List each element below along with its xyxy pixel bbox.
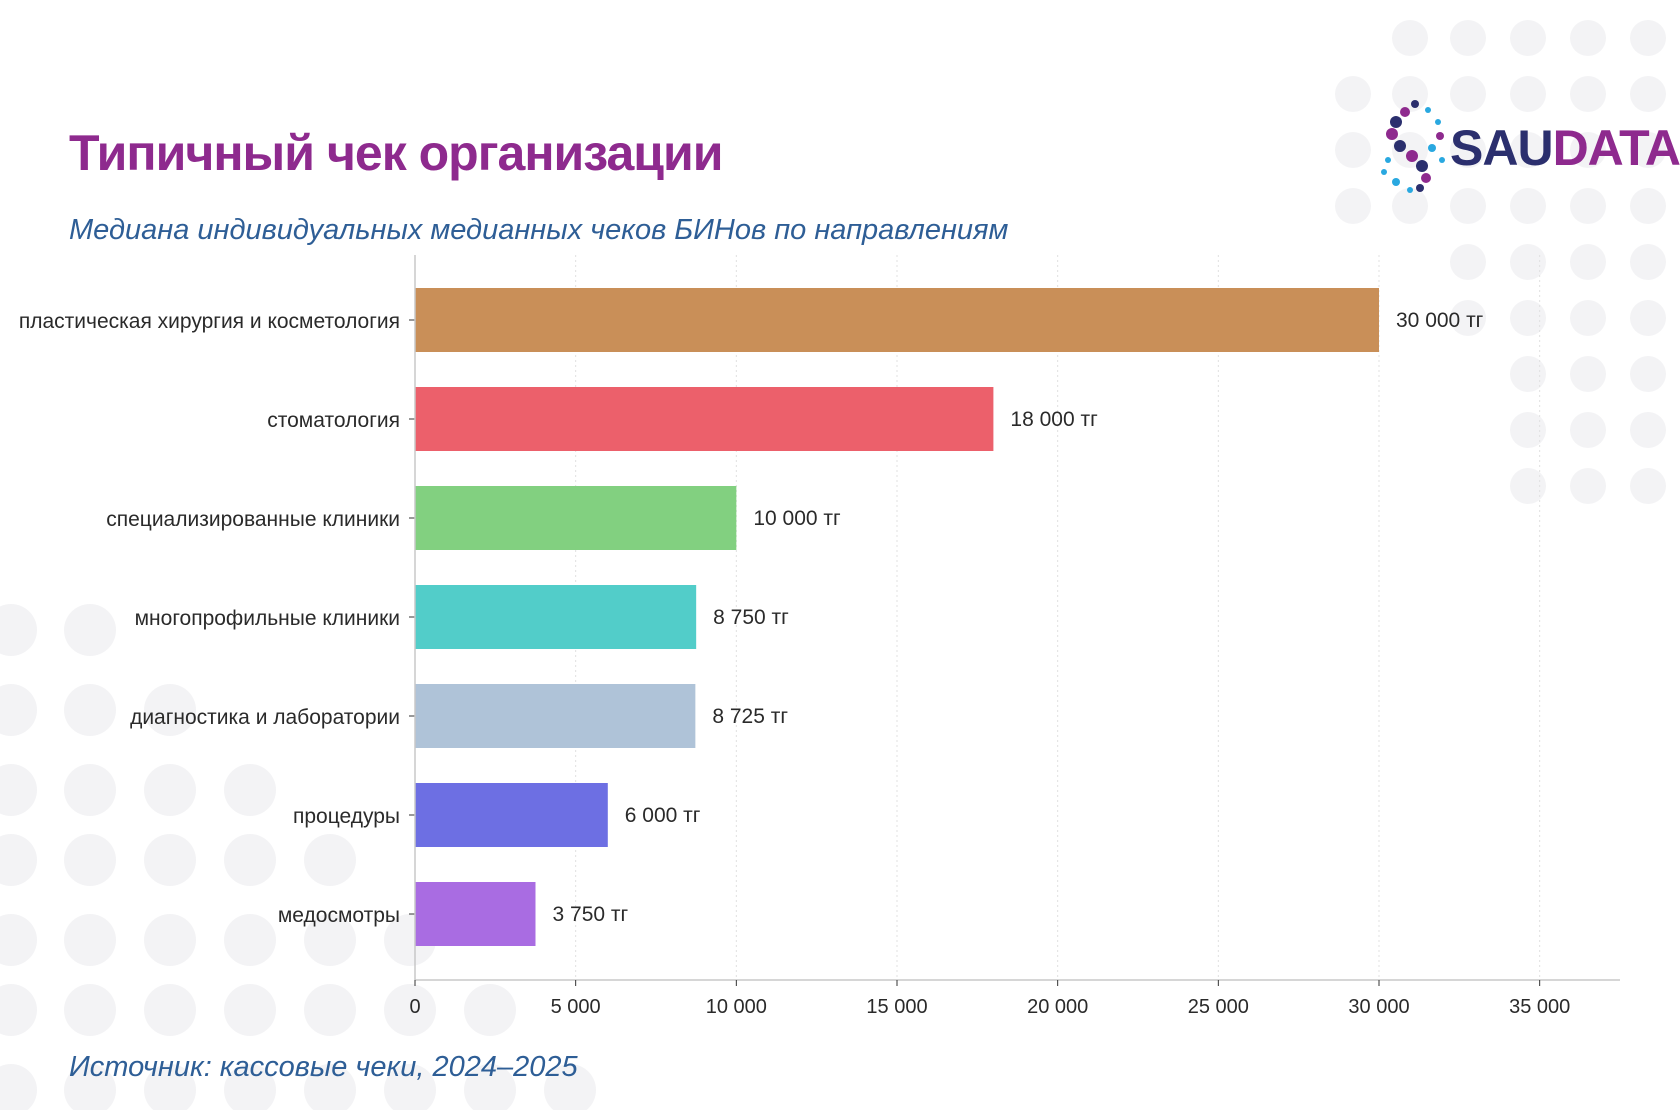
bar [415,486,737,550]
category-label: медосмотры [278,904,400,927]
bar [415,882,536,946]
category-label: стоматология [267,409,400,432]
logo-text-data: DATA [1553,120,1680,176]
category-label: многопрофильные клиники [135,607,400,630]
bar [415,684,696,748]
category-label: процедуры [293,805,400,828]
data-label: 8 725 тг [712,705,788,728]
category-label: специализированные клиники [106,508,400,531]
x-tick-label: 0 [409,996,420,1018]
axes: 0 5 000 10 000 15 000 20 000 25 000 30 000 35 0… [409,255,1620,1018]
source-note: Источник: кассовые чеки, 2024–2025 [69,1051,579,1083]
logo-text-sau: SAU [1450,120,1553,176]
data-label: 3 750 тг [553,903,629,926]
x-tick-label: 30 000 [1348,996,1409,1018]
category-label: пластическая хирургия и косметология [19,310,400,333]
x-tick-label: 10 000 [706,996,767,1018]
logo-helix-icon [1381,100,1445,193]
bar [415,783,608,847]
saudata-logo: SAUDATA [1381,100,1680,193]
x-tick-label: 20 000 [1027,996,1088,1018]
x-tick-label: 25 000 [1188,996,1249,1018]
data-label: 8 750 тг [713,606,789,629]
x-tick-label: 15 000 [866,996,927,1018]
chart-subtitle: Медиана индивидуальных медианных чеков Б… [69,214,1009,246]
grid-lines [575,255,1541,980]
x-tick-label: 35 000 [1509,996,1570,1018]
category-label: диагностика и лаборатории [130,706,400,729]
bar [415,387,994,451]
logo-text: SAUDATA [1450,120,1680,176]
data-label: 6 000 тг [625,804,701,827]
bars-group: 30 000 тг пластическая хирургия и космето… [19,288,1484,946]
bar [415,585,697,649]
x-tick-label: 5 000 [551,996,601,1018]
data-label: 10 000 тг [753,507,841,530]
bar [415,288,1379,352]
chart-title: Типичный чек организации [69,125,723,181]
decorative-dots [0,20,1666,1110]
data-label: 30 000 тг [1396,309,1484,332]
data-label: 18 000 тг [1010,408,1098,431]
